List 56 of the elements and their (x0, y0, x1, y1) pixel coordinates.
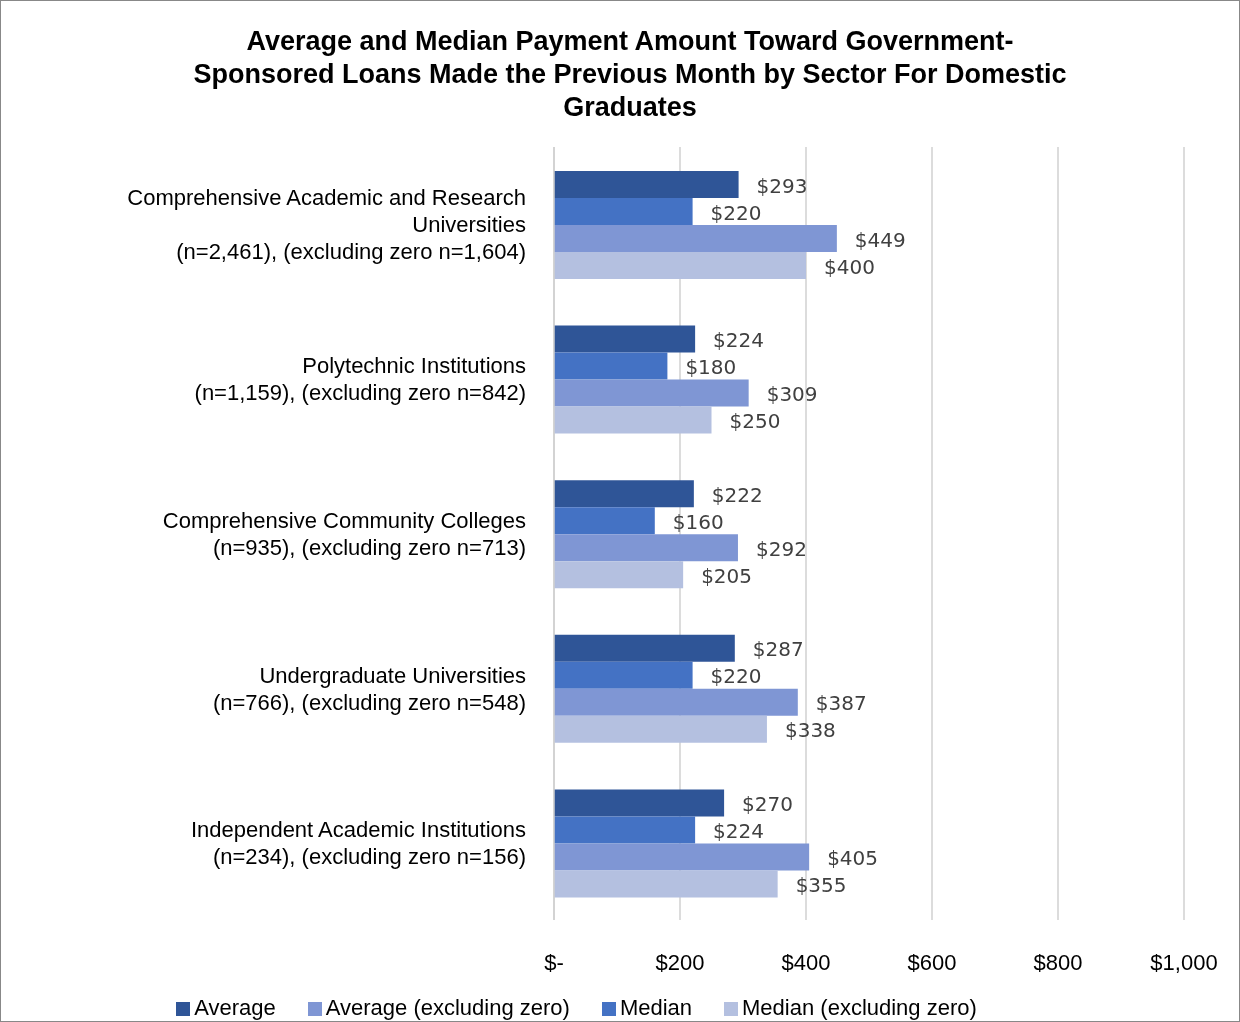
y-tick-label: Comprehensive Academic and Research Universities (n=2,461), (excluding zero n=1,604) (127, 185, 526, 265)
bar (554, 225, 837, 252)
bar (554, 688, 798, 716)
data-label: $224 (713, 328, 765, 353)
bar (554, 507, 655, 535)
data-label: $160 (672, 509, 724, 534)
bar (554, 816, 696, 844)
data-label: $205 (701, 563, 753, 588)
bar (554, 661, 693, 689)
bar (554, 715, 767, 743)
bar (554, 198, 693, 225)
x-tick-label: $200 (655, 949, 705, 975)
x-tick-label: $400 (781, 949, 831, 975)
data-label: $405 (827, 845, 879, 870)
data-label: $220 (710, 664, 762, 689)
data-label: $309 (766, 382, 818, 407)
bar (554, 325, 696, 353)
bar (554, 379, 749, 407)
y-tick-label: Comprehensive Community Colleges (n=935), (excluding zero n=713) (162, 508, 526, 560)
data-label: $250 (729, 409, 781, 434)
bar (554, 534, 738, 562)
bar (554, 843, 810, 871)
data-label: $387 (815, 691, 867, 716)
legend-label: Median (excluding zero) (742, 995, 977, 1020)
bar (554, 480, 694, 508)
x-tick-label: $1,000 (1150, 949, 1218, 975)
legend-label: Median (619, 995, 693, 1020)
data-label: $293 (756, 173, 808, 198)
bar (554, 252, 806, 279)
bar (554, 789, 725, 817)
bar (554, 406, 712, 434)
legend-label: Average (excluding zero) (325, 995, 570, 1020)
bar (554, 561, 684, 589)
x-tick-label: $600 (907, 949, 957, 975)
data-label: $180 (685, 355, 737, 380)
data-label: $220 (710, 200, 762, 225)
bar (554, 352, 668, 380)
legend-label: Average (194, 995, 276, 1020)
data-label: $222 (711, 482, 763, 507)
bar (554, 634, 735, 662)
bar (554, 171, 739, 198)
data-label: $449 (854, 227, 906, 252)
x-tick-label: $800 (1033, 949, 1083, 975)
data-label: $270 (742, 791, 794, 816)
y-tick-label: Polytechnic Institutions (n=1,159), (excluding zero n=842) (194, 353, 526, 406)
data-label: $287 (752, 637, 804, 662)
y-tick-label: Independent Academic Institutions (n=234), (excluding zero n=156) (190, 817, 526, 870)
data-label: $400 (824, 254, 875, 279)
data-label: $355 (795, 872, 847, 897)
data-label: $338 (784, 718, 836, 743)
data-label: $292 (755, 536, 807, 561)
y-tick-label: Undergraduate Universities (n=766), (excluding zero n=548) (212, 662, 526, 715)
bar (554, 870, 778, 898)
x-tick-label: $- (544, 949, 564, 975)
data-label: $224 (713, 818, 765, 843)
chart-title: Average and Median Payment Amount Toward Government- Sponsored Loans Made the Previous Month by Sector For Domestic Graduates (192, 25, 1068, 124)
